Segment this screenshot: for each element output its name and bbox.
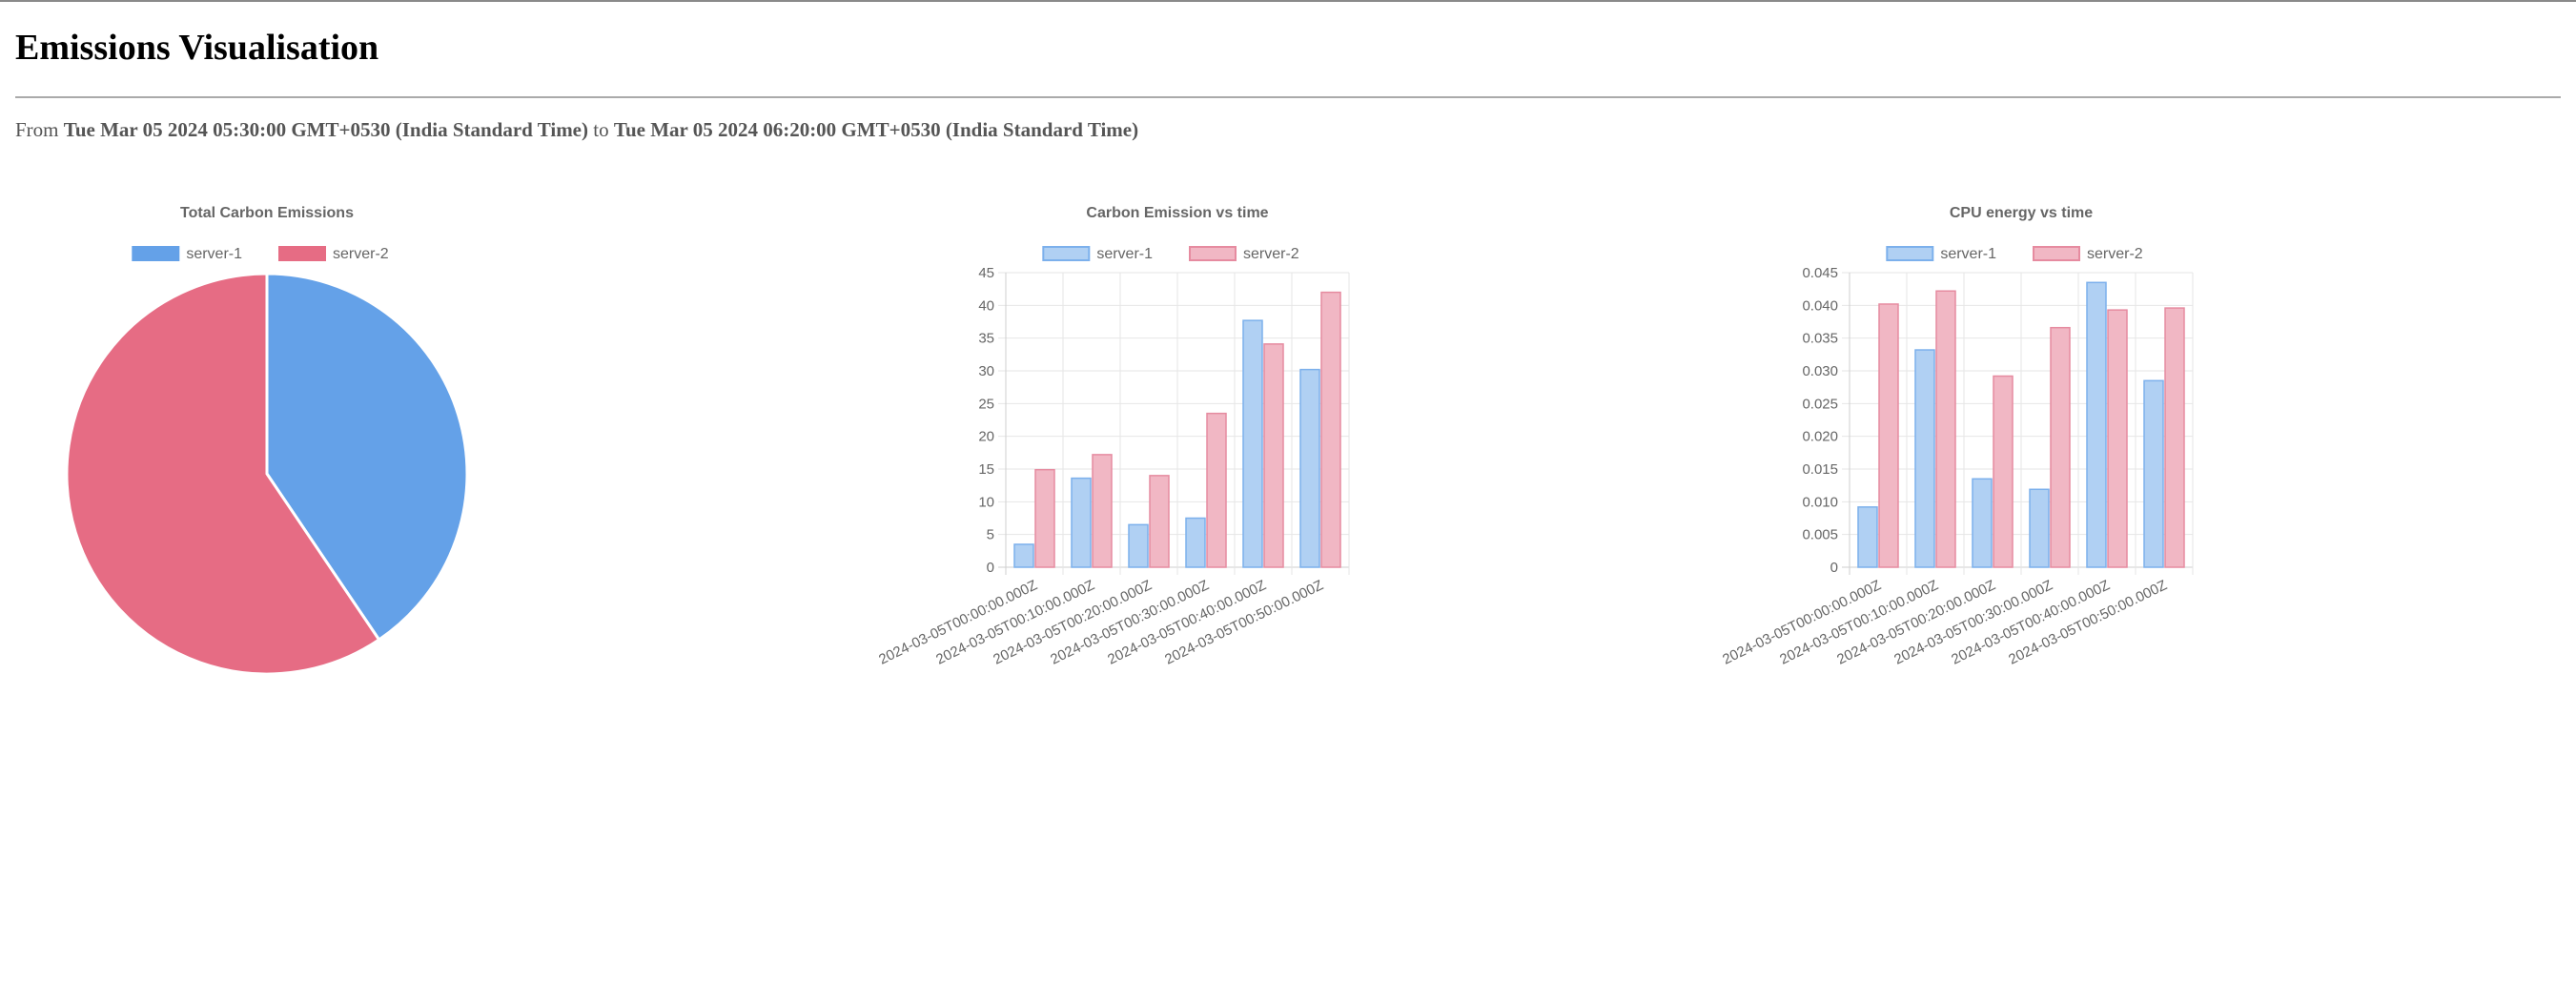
y-tick-label: 0.015 [1802,461,1838,478]
chart-title: Total Carbon Emissions [180,205,354,221]
y-tick-label: 10 [978,494,994,510]
legend-label-server-2[interactable]: server-2 [333,246,389,262]
bar-server-2-4[interactable] [2107,309,2128,568]
y-tick-label: 0.035 [1802,331,1838,347]
bar-server-1-5[interactable] [2143,379,2164,568]
y-tick-label: 20 [978,429,994,445]
legend-swatch-server-2[interactable] [1189,246,1237,261]
date-range: From Tue Mar 05 2024 05:30:00 GMT+0530 (… [15,116,1138,143]
y-tick-label: 0.010 [1802,494,1838,510]
bar-server-2-2[interactable] [1149,475,1170,568]
y-tick-label: 0 [987,560,994,576]
bar-server-2-1[interactable] [1935,290,1956,568]
range-joiner: to [593,118,609,141]
y-tick-label: 40 [978,297,994,314]
bar-server-1-2[interactable] [1972,478,1993,568]
y-tick-label: 30 [978,363,994,379]
legend-label-server-2[interactable]: server-2 [1243,246,1299,262]
bar-server-2-5[interactable] [1320,291,1341,568]
bar-server-2-0[interactable] [1878,303,1899,568]
bar-server-2-3[interactable] [1206,412,1227,568]
header-divider [15,96,2561,98]
bar-server-1-4[interactable] [2086,281,2107,568]
y-tick-label: 45 [978,265,994,281]
range-end: Tue Mar 05 2024 06:20:00 GMT+0530 (India… [613,118,1139,141]
legend-swatch-server-1[interactable] [1886,246,1934,261]
y-tick-label: 0.030 [1802,363,1838,379]
legend-label-server-2[interactable]: server-2 [2087,246,2143,262]
bar-server-1-2[interactable] [1128,523,1149,568]
legend-swatch-server-1[interactable] [1042,246,1091,261]
bar-server-1-3[interactable] [1185,517,1206,568]
bar-server-1-1[interactable] [1914,349,1935,568]
legend-swatch-server-1[interactable] [132,246,180,261]
y-tick-label: 5 [987,527,994,543]
top-border [0,0,2576,2]
bar-server-2-5[interactable] [2164,307,2185,568]
bar-server-1-3[interactable] [2029,488,2050,568]
bar-server-1-0[interactable] [1013,543,1034,568]
carbon-emission-bar-chart: Carbon Emission vs time server-1 server-2 0… [876,205,1350,668]
y-tick-label: 0.005 [1802,527,1838,543]
pie-slice-server-2[interactable] [65,272,381,676]
bar-server-1-5[interactable] [1299,368,1320,568]
bar-server-2-2[interactable] [1993,375,2014,568]
y-tick-label: 0.040 [1802,297,1838,314]
y-tick-label: 0.025 [1802,396,1838,412]
bar-server-2-4[interactable] [1263,343,1284,568]
pie-slice-server-1[interactable] [265,272,469,643]
y-tick-label: 0 [1830,560,1838,576]
page-title: Emissions Visualisation [15,28,379,68]
y-tick-label: 35 [978,331,994,347]
y-tick-label: 25 [978,396,994,412]
y-tick-label: 0.020 [1802,429,1838,445]
bar-server-1-1[interactable] [1071,477,1092,568]
bar-server-2-3[interactable] [2050,326,2071,568]
y-tick-label: 0.045 [1802,265,1838,281]
bar-server-1-4[interactable] [1242,319,1263,568]
legend-label-server-1[interactable]: server-1 [1940,246,1996,262]
bar-server-1-0[interactable] [1857,506,1878,568]
range-start: Tue Mar 05 2024 05:30:00 GMT+0530 (India… [63,118,589,141]
legend-swatch-server-2[interactable] [278,246,326,261]
range-prefix: From [15,118,59,141]
total-carbon-pie-chart: Total Carbon Emissions server-1 server-2 [65,205,469,676]
legend-swatch-server-2[interactable] [2033,246,2080,261]
bar-server-2-1[interactable] [1092,454,1113,568]
legend-label-server-1[interactable]: server-1 [186,246,242,262]
legend-label-server-1[interactable]: server-1 [1096,246,1153,262]
chart-title: CPU energy vs time [1950,205,2093,221]
bar-server-2-0[interactable] [1034,468,1055,568]
y-tick-label: 15 [978,461,994,478]
chart-title: Carbon Emission vs time [1086,205,1268,221]
cpu-energy-bar-chart: CPU energy vs time server-1 server-2 0 0.005… [1720,205,2194,668]
